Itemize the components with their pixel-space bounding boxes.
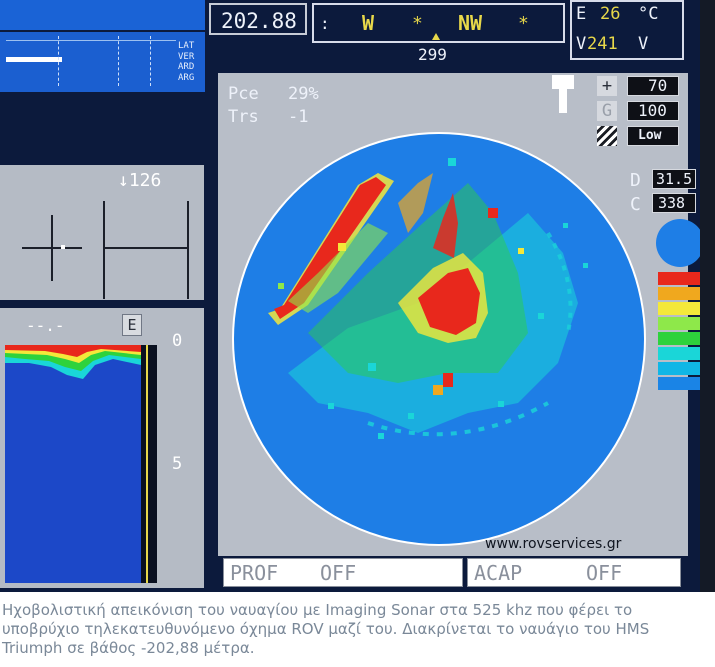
palette-swatch-orange [658, 287, 706, 300]
palette-swatch-red [658, 272, 706, 285]
depth-readout: 202.88 [221, 9, 297, 33]
status-labels: LAT VER ARD ARG [178, 41, 194, 83]
c-value-box: 338 [652, 193, 696, 213]
pce-label: Pce [228, 84, 259, 104]
sounder-echo-trace [5, 345, 157, 583]
trs-label: Trs [228, 107, 259, 127]
sounder-panel: --.- E 0 5 [0, 308, 204, 588]
status-tick-1 [58, 36, 60, 86]
filter-hatch-icon[interactable] [597, 126, 617, 146]
heading-readout: 299 [418, 45, 447, 64]
status-indicator-circle [656, 219, 704, 267]
monitor-bezel [700, 0, 715, 592]
crosshair-center-dot [61, 245, 65, 249]
image-caption: Ηχοβολιστική απεικόνιση του ναυαγίου με … [2, 601, 650, 657]
status-tick-2 [118, 36, 120, 86]
range-value: 70 [648, 76, 668, 95]
status-level-bar [6, 57, 62, 62]
env-readout-box: E 26 °C V 241 V [570, 0, 684, 60]
status-panel: LAT VER ARD ARG [0, 32, 205, 92]
temperature-prefix: E [576, 4, 587, 24]
gain-value: 100 [638, 101, 667, 120]
compass-star-marker: * [518, 13, 529, 34]
pce-value: 29% [288, 84, 319, 104]
d-value: 31.5 [656, 170, 693, 188]
palette-swatch-yellow [658, 302, 706, 315]
d-label: D [630, 170, 641, 191]
compass-west-label: W [362, 11, 375, 35]
status-label-ard: ARD [178, 62, 195, 72]
tilt-bar [103, 247, 189, 249]
sounder-reading: --.- [26, 316, 65, 335]
palette-swatch-blue [658, 377, 706, 390]
sounder-display [5, 345, 157, 583]
compass-star-marker: * [412, 13, 423, 34]
status-label-arg: ARG [178, 72, 195, 83]
watermark-text: www.rovservices.gr [485, 536, 622, 552]
sonar-monitor-screen: LAT VER ARD ARG 202.88 : W * NW * 299 E … [0, 0, 715, 592]
filter-mode-label: Low [638, 128, 662, 143]
prof-label: PROF [230, 561, 279, 585]
acap-state: OFF [586, 561, 623, 585]
sounder-mode-button[interactable]: E [122, 314, 142, 336]
acap-toggle[interactable]: ACAP OFF [467, 558, 681, 587]
tilt-panel: ↓126 [0, 165, 204, 300]
crosshair-vertical [51, 215, 53, 281]
prof-state: OFF [320, 561, 357, 585]
gain-icon[interactable]: G [597, 101, 617, 121]
tilt-bracket-left [103, 201, 105, 299]
temperature-unit: °C [638, 4, 659, 24]
status-tick-3 [150, 36, 152, 86]
status-top-bar [0, 0, 205, 30]
prof-toggle[interactable]: PROF OFF [223, 558, 463, 587]
palette-swatch-lightgreen [658, 317, 706, 330]
voltage-unit: V [638, 34, 649, 54]
palette-swatch-cyan [658, 347, 706, 360]
compass-northwest-label: NW [458, 11, 483, 35]
c-label: C [630, 194, 641, 215]
compass-strip: : W * NW * [312, 3, 565, 43]
c-value: 338 [658, 194, 686, 212]
d-value-box: 31.5 [652, 169, 696, 189]
range-value-box[interactable]: 70 [627, 76, 679, 96]
depth-readout-box: 202.88 [209, 3, 307, 35]
status-label-ver: VER [178, 51, 195, 62]
range-slider-handle[interactable] [552, 75, 574, 113]
trs-value: -1 [288, 107, 309, 127]
sonar-echo-returns [268, 158, 588, 439]
sounder-scale-top: 0 [172, 331, 183, 351]
compass-left-marker: : [320, 14, 330, 33]
tilt-bracket-right [187, 201, 189, 299]
gain-value-box[interactable]: 100 [627, 101, 679, 121]
palette-swatch-skyblue [658, 362, 706, 375]
voltage-value: 241 [587, 34, 618, 54]
voltage-prefix: V [576, 34, 587, 54]
sonar-scan-view [232, 132, 646, 546]
acap-label: ACAP [474, 561, 523, 585]
temperature-value: 26 [600, 4, 621, 24]
palette-swatch-green [658, 332, 706, 345]
heading-pointer-icon [432, 33, 440, 40]
status-label-lat: LAT [178, 41, 195, 51]
sounder-scale-mid: 5 [172, 454, 183, 474]
status-scale-line [6, 40, 176, 41]
tilt-readout: ↓126 [118, 170, 162, 191]
filter-mode-box[interactable]: Low [627, 126, 679, 146]
plus-icon[interactable]: + [597, 76, 617, 96]
